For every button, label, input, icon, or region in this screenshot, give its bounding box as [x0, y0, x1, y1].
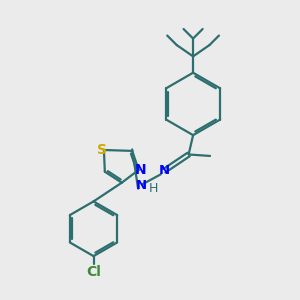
Text: N: N [134, 163, 146, 177]
Text: Cl: Cl [86, 265, 101, 279]
Text: N: N [159, 164, 170, 177]
Text: S: S [98, 143, 107, 157]
Text: N: N [136, 178, 147, 192]
Text: H: H [149, 182, 158, 194]
